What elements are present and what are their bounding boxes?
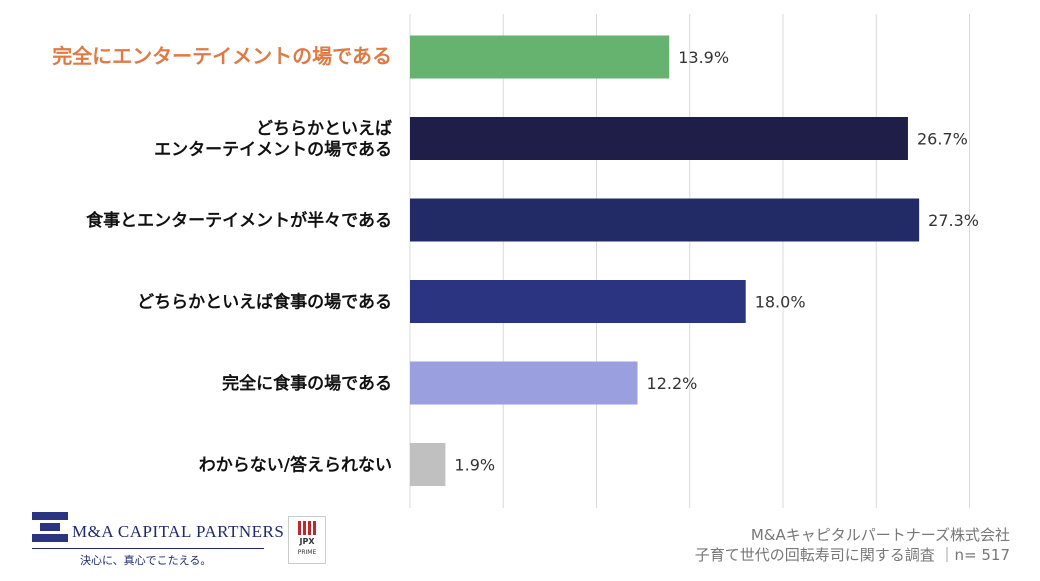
data-label: 12.2% (647, 374, 698, 393)
bar (410, 443, 446, 486)
bar-chart: 13.9% 完全にエンターテイメントの場である 26.7% どちらかといえばエンターテ… (52, 14, 979, 508)
company-name: M&Aキャピタルパートナーズ株式会社 (750, 526, 1010, 544)
category-label: 完全にエンターテイメントの場である (52, 44, 392, 68)
data-label: 13.9% (678, 48, 729, 67)
jpx-mark-icon (298, 521, 316, 535)
bar (410, 117, 908, 160)
category-label: 完全に食事の場である (222, 373, 392, 394)
survey-title: 子育て世代の回転寿司に関する調査 ｜n= 517 (694, 546, 1010, 564)
category-label: どちらかといえば食事の場である (137, 292, 392, 313)
data-label: 27.3% (928, 211, 979, 230)
category-label: 食事とエンターテイメントが半々である (86, 210, 392, 231)
data-label: 1.9% (454, 456, 495, 475)
company-logo-name: M&A CAPITAL PARTNERS (72, 522, 285, 541)
category-label: わからない/答えられない (199, 455, 392, 476)
company-logo-mark-icon (32, 512, 68, 544)
bar (410, 35, 670, 79)
source-note: M&Aキャピタルパートナーズ株式会社 子育て世代の回転寿司に関する調査 ｜n= … (695, 525, 1010, 565)
company-tagline: 決心に、真心でこたえる。 (80, 554, 212, 567)
bar (410, 198, 920, 242)
jpx-sub: PRIME (297, 549, 317, 556)
data-label: 26.7% (917, 130, 968, 149)
bar (410, 361, 638, 405)
jpx-name: JPX (299, 537, 315, 546)
category-label: どちらかといえばエンターテイメントの場である (154, 119, 392, 160)
logo-divider (32, 548, 264, 549)
jpx-prime-logo: JPX PRIME (288, 516, 326, 564)
company-logo: M&A CAPITAL PARTNERS 決心に、真心でこたえる。 (32, 512, 284, 568)
data-label: 18.0% (755, 293, 806, 312)
bar (410, 280, 746, 323)
